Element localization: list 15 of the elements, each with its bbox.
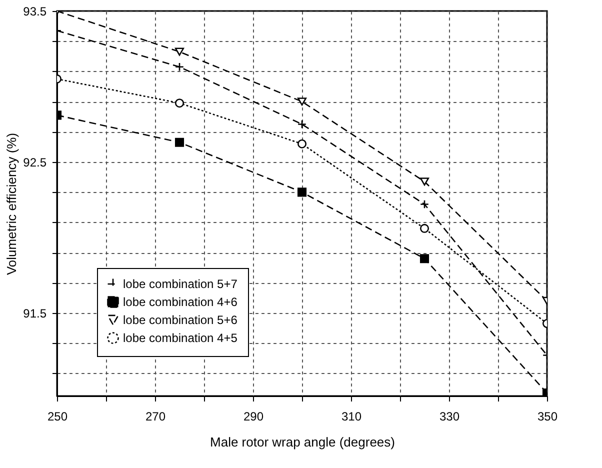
x-tick-label: 250 — [47, 410, 68, 424]
y-tick-label: 91.5 — [23, 306, 47, 320]
y-tick-label: 92.5 — [23, 155, 47, 170]
y-axis-title: Volumetric efficiency (%) — [4, 132, 20, 276]
x-tick-label: 330 — [439, 410, 460, 424]
x-tick-label: 310 — [341, 410, 362, 424]
x-tick-label: 270 — [145, 410, 166, 424]
y-tick-label: 93.5 — [23, 4, 47, 18]
legend-label: lobe combination 5+6 — [123, 313, 238, 327]
legend-label: lobe combination 4+5 — [123, 331, 238, 345]
x-axis-title: Male rotor wrap angle (degrees) — [210, 434, 395, 450]
legend-label: lobe combination 4+6 — [123, 295, 238, 309]
x-tick-label: 350 — [537, 410, 558, 424]
x-tick-label: 290 — [243, 410, 264, 424]
legend-label: lobe combination 5+7 — [123, 277, 238, 291]
